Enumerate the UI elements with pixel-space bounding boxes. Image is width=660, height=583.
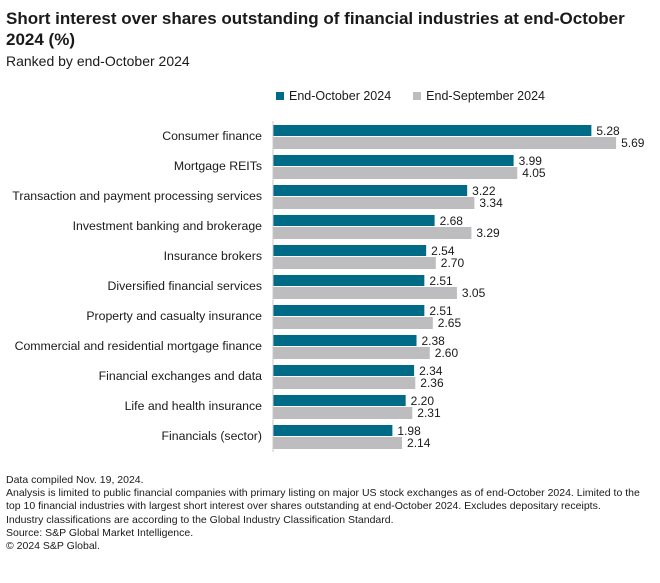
legend-item-october: End-October 2024 — [276, 89, 391, 103]
data-label: 3.99 — [519, 154, 543, 168]
data-label: 2.51 — [429, 304, 453, 318]
source: Source: S&P Global Market Intelligence. — [6, 526, 194, 539]
category-label: Life and health insurance — [125, 399, 263, 413]
bar — [273, 347, 430, 359]
bar — [273, 167, 518, 179]
data-label: 2.36 — [420, 376, 444, 390]
category-label: Diversified financial services — [108, 279, 262, 293]
data-label: 5.28 — [596, 124, 620, 138]
category-label: Transaction and payment processing servi… — [12, 189, 262, 203]
data-label: 2.54 — [431, 244, 455, 258]
category-label: Commercial and residential mortgage fina… — [15, 339, 263, 353]
bar — [273, 125, 592, 136]
copyright: © 2024 S&P Global. — [6, 540, 100, 553]
data-label: 1.98 — [397, 424, 421, 438]
chart-title: Short interest over shares outstanding o… — [6, 9, 625, 49]
category-label: Insurance brokers — [164, 249, 262, 263]
bar — [273, 227, 472, 239]
data-label: 2.14 — [407, 436, 431, 450]
bar — [273, 185, 468, 196]
data-label: 3.34 — [479, 196, 503, 210]
bar — [273, 257, 436, 269]
data-label: 4.05 — [522, 166, 546, 180]
data-label: 2.34 — [419, 364, 443, 378]
data-label: 3.05 — [462, 286, 486, 300]
legend-swatch — [413, 92, 422, 100]
category-label: Property and casualty insurance — [86, 309, 262, 323]
chart-subtitle: Ranked by end-October 2024 — [6, 53, 190, 69]
data-label: 2.65 — [438, 316, 462, 330]
category-label: Financial exchanges and data — [99, 369, 263, 383]
bar — [273, 335, 417, 346]
bar — [273, 287, 457, 299]
data-label: 2.60 — [435, 346, 459, 360]
data-label: 2.70 — [441, 256, 465, 270]
bar — [273, 407, 413, 419]
bar — [273, 155, 514, 166]
data-label: 2.20 — [411, 394, 435, 408]
category-label: Financials (sector) — [162, 429, 262, 443]
data-label: 2.31 — [417, 406, 441, 420]
legend-swatch — [276, 92, 284, 100]
note: Analysis is limited to public financial … — [6, 487, 640, 513]
bar — [273, 425, 393, 436]
category-label: Investment banking and brokerage — [73, 219, 263, 233]
legend-item-september: End-September 2024 — [413, 89, 545, 103]
bar — [273, 275, 425, 286]
bar — [273, 197, 475, 209]
note: Industry classifications are according t… — [6, 513, 394, 526]
bar — [273, 317, 433, 329]
note: Data compiled Nov. 19, 2024. — [6, 474, 144, 486]
bar — [273, 365, 415, 376]
data-label: 3.29 — [476, 226, 500, 240]
bar — [273, 395, 406, 406]
bar — [273, 437, 403, 449]
category-label: Consumer finance — [162, 129, 262, 143]
data-label: 2.51 — [429, 274, 453, 288]
bar — [273, 245, 427, 256]
bar — [273, 377, 416, 389]
bar — [273, 305, 425, 316]
footnotes: Data compiled Nov. 19, 2024. Analysis is… — [6, 474, 656, 553]
bar-plot: Consumer finance 5.285.69 Mortgage REITs 3.… — [12, 121, 645, 452]
bar — [273, 215, 435, 226]
data-label: 2.38 — [422, 334, 446, 348]
data-label: 2.68 — [440, 214, 464, 228]
legend: End-October 2024 End-September 2024 — [276, 89, 545, 103]
category-label: Mortgage REITs — [174, 159, 262, 173]
data-label: 3.22 — [472, 184, 496, 198]
data-label: 5.69 — [621, 136, 645, 150]
bar — [273, 137, 617, 149]
